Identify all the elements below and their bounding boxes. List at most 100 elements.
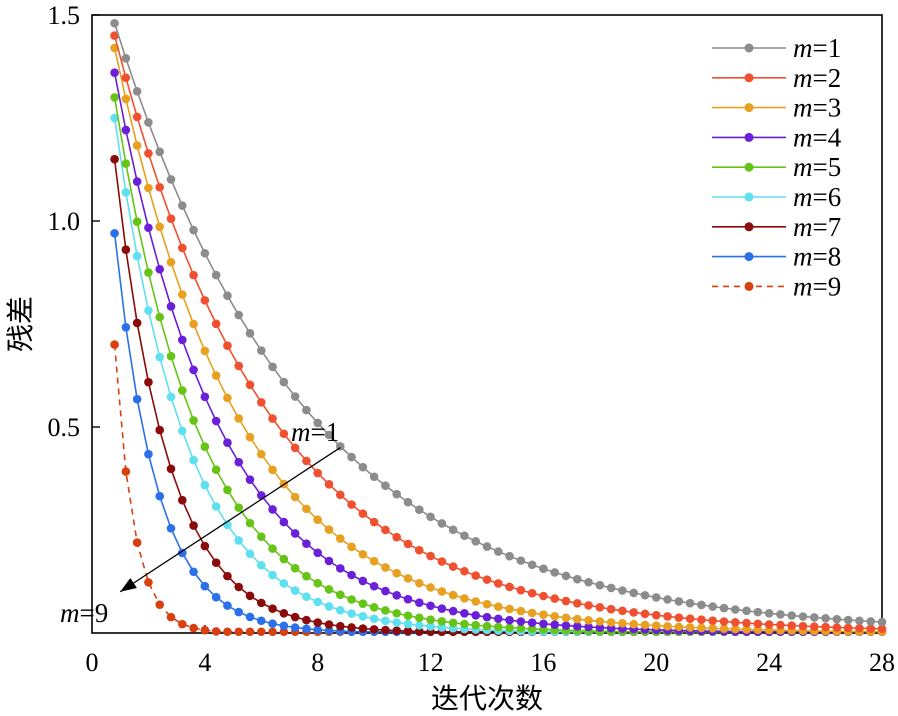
data-point — [369, 614, 379, 624]
data-point — [595, 580, 605, 590]
data-point — [234, 607, 244, 617]
data-point — [527, 560, 537, 570]
data-point — [572, 598, 582, 608]
data-point — [550, 612, 560, 621]
data-point — [392, 532, 402, 542]
legend-item-m=8: m=8 — [712, 242, 841, 272]
data-point — [223, 601, 232, 610]
legend-swatch-marker — [744, 252, 754, 262]
data-point — [358, 624, 368, 633]
data-point — [144, 449, 153, 459]
data-point — [493, 614, 503, 624]
data-point — [290, 623, 300, 632]
data-point — [223, 438, 232, 448]
data-point — [223, 485, 232, 495]
data-point — [110, 31, 119, 40]
data-point — [550, 620, 560, 629]
data-point — [595, 623, 605, 632]
data-point — [392, 608, 402, 618]
data-point — [313, 578, 323, 588]
data-point — [460, 594, 469, 603]
data-point — [527, 624, 537, 634]
data-point — [324, 556, 334, 566]
data-point — [155, 222, 165, 232]
data-point — [539, 564, 548, 574]
data-point — [290, 492, 300, 502]
data-point — [787, 621, 797, 630]
data-point — [166, 302, 176, 311]
data-point — [448, 525, 458, 535]
data-point — [121, 125, 131, 135]
data-point — [324, 430, 334, 440]
data-point — [211, 270, 221, 280]
legend-item-m=1: m=1 — [712, 33, 841, 63]
data-point — [144, 578, 153, 587]
x-tick-label: 8 — [311, 648, 324, 677]
data-point — [527, 608, 537, 618]
data-point — [437, 604, 447, 613]
data-point — [414, 621, 424, 630]
data-point — [392, 591, 402, 600]
data-point — [144, 306, 153, 315]
data-point — [177, 619, 187, 629]
data-point — [110, 154, 119, 164]
data-point — [753, 607, 763, 617]
data-point — [290, 529, 300, 538]
legend-item-m=9: m=9 — [712, 271, 841, 301]
legend-swatch-marker — [744, 103, 754, 113]
data-point — [437, 557, 447, 566]
data-point — [482, 599, 492, 609]
legend-item-m=2: m=2 — [712, 63, 841, 93]
data-point — [234, 536, 244, 545]
data-point — [369, 602, 379, 612]
data-point — [324, 620, 334, 629]
legend-item-m=4: m=4 — [712, 122, 842, 152]
data-point — [313, 618, 323, 627]
data-point — [302, 539, 311, 548]
legend-eq: =4 — [813, 122, 842, 152]
data-point — [110, 93, 119, 102]
data-point — [381, 606, 390, 615]
data-point — [471, 571, 481, 580]
series-line — [113, 22, 883, 623]
data-point — [697, 600, 706, 610]
data-point — [516, 606, 526, 616]
x-tick-label: 28 — [869, 648, 895, 677]
data-point — [855, 616, 864, 626]
data-point — [166, 175, 176, 184]
data-point — [189, 416, 198, 425]
data-point — [764, 620, 774, 629]
data-point — [584, 577, 593, 587]
data-point — [595, 603, 605, 612]
data-point — [651, 593, 661, 602]
x-tick-label: 0 — [86, 648, 99, 677]
data-point — [121, 245, 131, 255]
data-point — [527, 618, 537, 627]
x-tick-label: 24 — [756, 648, 782, 677]
data-point — [572, 574, 582, 584]
data-point — [132, 217, 142, 226]
data-point — [719, 617, 729, 626]
data-point — [256, 449, 266, 459]
data-point — [211, 627, 221, 636]
data-point — [877, 617, 887, 627]
data-point — [708, 602, 718, 611]
data-point — [268, 362, 277, 372]
data-point — [189, 225, 198, 235]
data-point — [302, 405, 311, 415]
legend-swatch-marker — [744, 73, 754, 83]
data-point — [685, 623, 695, 632]
legend-label: m=8 — [793, 242, 841, 272]
data-point — [550, 594, 560, 603]
data-point — [189, 365, 198, 375]
data-point — [324, 602, 334, 611]
data-point — [347, 595, 356, 604]
legend-var: m — [793, 271, 813, 301]
data-point — [132, 318, 142, 328]
data-point — [200, 541, 210, 551]
data-point — [144, 268, 153, 277]
data-point — [369, 625, 379, 634]
data-point — [403, 594, 413, 604]
data-point — [821, 622, 830, 632]
